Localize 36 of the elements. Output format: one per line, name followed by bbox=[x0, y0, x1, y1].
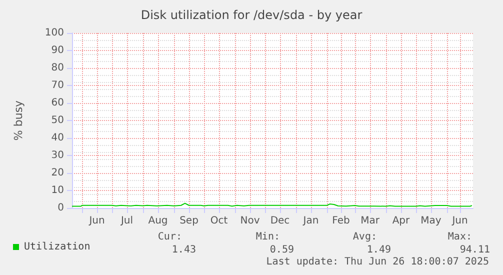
text: Last update: Thu Jun 26 18:00:07 2025 bbox=[266, 256, 489, 268]
y-tick-label: 40 bbox=[51, 132, 64, 144]
x-tick-label: Sep bbox=[180, 216, 198, 226]
text: Max: bbox=[448, 232, 472, 242]
y-tick-label: 10 bbox=[51, 185, 64, 196]
y-axis-title: % busy bbox=[12, 100, 25, 141]
y-tick-label: 90 bbox=[51, 45, 64, 56]
x-tick-label: Jun bbox=[88, 216, 105, 226]
y-tick-label: 0 bbox=[58, 202, 64, 214]
x-tick-label: Feb bbox=[332, 216, 350, 226]
legend-label: Utilization bbox=[24, 242, 90, 252]
y-tick-label: 60 bbox=[51, 98, 64, 108]
x-tick-label: Dec bbox=[270, 216, 290, 226]
text: 1.49 bbox=[366, 244, 391, 256]
x-tick-label: Jul bbox=[120, 216, 134, 226]
y-tick-label: 70 bbox=[51, 80, 64, 91]
x-tick-label: May bbox=[420, 216, 442, 226]
x-tick-label: Oct bbox=[210, 216, 228, 226]
x-tick-label: Jan bbox=[302, 216, 319, 226]
text: Min: bbox=[256, 232, 280, 242]
text: 94.11 bbox=[460, 244, 490, 256]
x-tick-label: Aug bbox=[148, 216, 168, 226]
y-tick-label: 100 bbox=[44, 28, 64, 38]
text: 1.43 bbox=[172, 244, 196, 256]
x-tick-label: Mar bbox=[360, 216, 380, 226]
text: Cur: bbox=[158, 232, 182, 242]
y-tick-label: 20 bbox=[51, 168, 64, 178]
x-tick-label: Jun bbox=[451, 216, 468, 226]
chart-title: Disk utilization for /dev/sda - by year bbox=[140, 8, 362, 22]
y-tick-label: 50 bbox=[51, 115, 64, 126]
text: 0.59 bbox=[270, 244, 294, 256]
y-tick-label: 30 bbox=[51, 150, 64, 161]
text: Avg: bbox=[352, 232, 377, 242]
x-tick-label: Nov bbox=[240, 216, 260, 226]
y-tick-label: 80 bbox=[51, 62, 64, 74]
x-tick-label: Apr bbox=[392, 216, 411, 226]
